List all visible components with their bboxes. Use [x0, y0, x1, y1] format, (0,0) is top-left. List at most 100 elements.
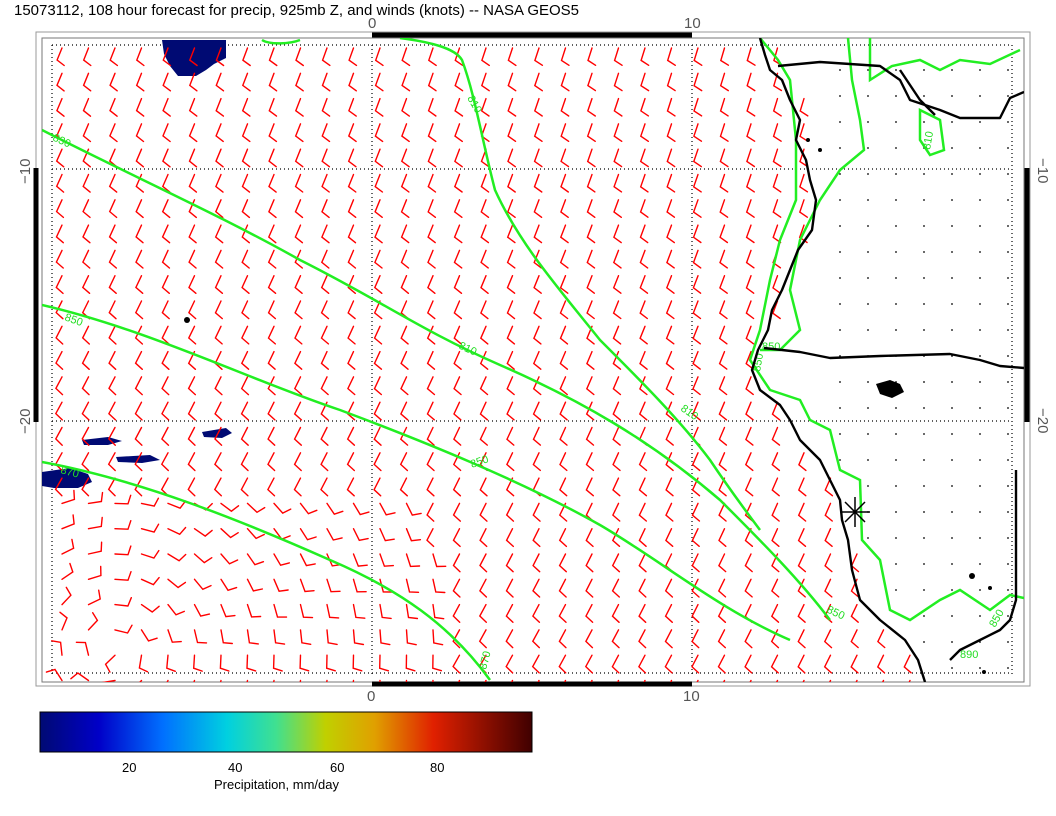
- land-dot: [951, 147, 953, 149]
- wind-barb: [772, 300, 781, 320]
- contour-830: [42, 128, 831, 621]
- wind-barb: [586, 325, 595, 345]
- land-dot: [867, 173, 869, 175]
- wind-barb: [214, 300, 223, 320]
- wind-barb: [82, 123, 92, 143]
- wind-barb: [188, 173, 198, 193]
- contour-label-2: 810: [464, 94, 484, 116]
- wind-barb: [666, 123, 676, 142]
- land-dot: [923, 277, 925, 279]
- wind-barb: [452, 553, 461, 573]
- wind-barb: [346, 452, 355, 472]
- wind-barb: [532, 401, 542, 421]
- wind-barb: [405, 502, 422, 516]
- land-dot: [1007, 69, 1009, 71]
- wind-barb: [611, 528, 621, 547]
- wind-barb: [638, 401, 648, 421]
- wind-barb: [326, 502, 344, 516]
- wind-barb: [215, 47, 225, 67]
- wind-barb: [665, 325, 675, 345]
- wind-barb: [59, 611, 68, 631]
- wind-barb: [240, 426, 249, 446]
- wind-barb: [823, 654, 833, 674]
- wind-barb: [135, 72, 145, 92]
- wind-barb: [54, 401, 63, 421]
- wind-barb: [293, 376, 303, 396]
- wind-barb: [267, 376, 276, 396]
- wind-barb: [745, 275, 755, 294]
- wind-barb: [802, 679, 805, 682]
- wind-barb: [664, 578, 674, 598]
- wind-barb: [611, 578, 620, 598]
- wind-barb: [374, 173, 384, 193]
- wind-barb: [82, 47, 92, 67]
- wind-barb: [379, 502, 396, 516]
- wind-barb: [188, 123, 198, 143]
- wind-barb: [586, 224, 596, 244]
- land-dot: [923, 381, 925, 383]
- wind-barb: [585, 426, 595, 446]
- wind-barb: [241, 224, 250, 244]
- wind-barb: [193, 679, 196, 682]
- land-dot: [839, 121, 841, 123]
- wind-barb: [294, 275, 303, 294]
- wind-barb: [692, 148, 702, 168]
- wind-barb: [214, 249, 224, 269]
- wind-barb: [691, 603, 700, 623]
- wind-barb: [267, 477, 276, 497]
- wind-barb: [718, 528, 727, 547]
- land-dot: [867, 303, 869, 305]
- wind-barb: [453, 275, 463, 294]
- wind-barb: [558, 654, 567, 674]
- land-dot: [839, 69, 841, 71]
- wind-barb: [55, 199, 65, 219]
- wind-barb: [401, 97, 410, 117]
- wind-barb: [665, 528, 674, 547]
- wind-barb: [559, 401, 568, 421]
- land-dot: [951, 641, 953, 643]
- land-dot: [895, 563, 897, 565]
- wind-barb: [162, 148, 171, 168]
- wind-barb: [220, 629, 233, 645]
- wind-barb: [612, 426, 621, 446]
- wind-barb: [559, 452, 568, 472]
- land-dot: [1007, 381, 1009, 383]
- wind-barb: [639, 325, 648, 345]
- wind-barb: [612, 376, 622, 396]
- wind-barb: [506, 275, 516, 294]
- land-dot: [951, 329, 953, 331]
- land-dot: [1007, 303, 1009, 305]
- wind-barb: [241, 325, 250, 345]
- wind-barb: [665, 401, 675, 421]
- land-dot: [951, 381, 953, 383]
- land-dot: [979, 303, 981, 305]
- wind-barb: [640, 72, 650, 92]
- land-dot: [979, 563, 981, 565]
- wind-barb: [507, 97, 517, 117]
- wind-barb: [134, 376, 143, 396]
- land-dot: [951, 667, 953, 669]
- wind-barb: [51, 640, 63, 656]
- wind-barb: [506, 249, 516, 269]
- wind-barb: [745, 350, 754, 370]
- land-dot: [1007, 95, 1009, 97]
- contour-810-north: [399, 38, 762, 531]
- wind-barb: [379, 578, 393, 593]
- wind-barb: [505, 553, 514, 573]
- wind-barb: [294, 123, 304, 143]
- land-dot: [895, 121, 897, 123]
- wind-barb: [454, 123, 463, 143]
- wind-barb: [639, 275, 649, 294]
- wind-barb: [82, 199, 91, 219]
- wind-barb: [219, 654, 230, 672]
- wind-barb: [506, 401, 515, 421]
- wind-barb: [506, 426, 515, 446]
- wind-barb: [480, 72, 490, 92]
- wind-barb: [215, 173, 224, 193]
- wind-barb: [167, 578, 187, 589]
- wind-barb: [188, 249, 197, 269]
- wind-barb: [81, 477, 90, 497]
- wind-barb: [692, 401, 701, 421]
- wind-barb: [666, 224, 675, 244]
